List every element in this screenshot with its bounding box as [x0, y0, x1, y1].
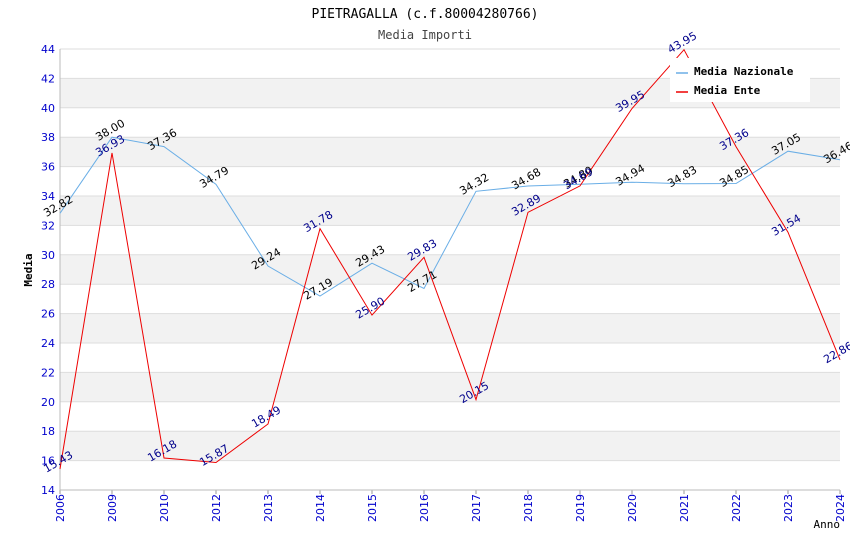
x-tick-label: 2016	[418, 494, 431, 522]
legend-box	[670, 58, 810, 102]
data-label: 34.68	[509, 165, 543, 192]
data-label: 18.49	[249, 403, 283, 430]
y-tick-label: 16	[41, 455, 55, 468]
y-tick-label: 34	[41, 190, 55, 203]
y-tick-label: 38	[41, 131, 55, 144]
x-tick-label: 2018	[522, 494, 535, 522]
plot-bands	[60, 78, 840, 461]
x-tick-label: 2024	[834, 494, 847, 522]
data-label: 15.43	[41, 448, 75, 475]
y-tick-label: 40	[41, 102, 55, 115]
y-tick-label: 20	[41, 396, 55, 409]
x-tick-label: 2013	[262, 494, 275, 522]
x-tick-labels: 2006 2009 2010 2012 2013 2014 2015 2016 2017 2018…	[54, 494, 847, 522]
plot-band	[60, 254, 840, 285]
x-tick-label: 2019	[574, 494, 587, 522]
x-tick-label: 2009	[106, 494, 119, 522]
chart-title: PIETRAGALLA (c.f.80004280766)	[312, 7, 539, 22]
y-tick-label: 18	[41, 425, 55, 438]
data-label: 34.79	[197, 164, 231, 191]
y-tick-label: 22	[41, 366, 55, 379]
x-tick-label: 2022	[730, 494, 743, 522]
y-tick-label: 28	[41, 278, 55, 291]
series-line-media-nazionale	[59, 136, 841, 297]
y-tick-label: 24	[41, 337, 55, 350]
y-tick-label: 32	[41, 219, 55, 232]
x-tick-label: 2021	[678, 494, 691, 522]
x-tick-label: 2010	[158, 494, 171, 522]
plot-band	[60, 196, 840, 226]
x-tick-label: 2023	[782, 494, 795, 522]
y-tick-label: 42	[41, 72, 55, 85]
y-tick-label: 36	[41, 161, 55, 174]
y-tick-label: 14	[41, 484, 55, 497]
x-tick-label: 2006	[54, 494, 67, 522]
legend-label-media-ente: Media Ente	[694, 84, 761, 97]
legend-label-media-nazionale: Media Nazionale	[694, 65, 794, 78]
x-tick-label: 2014	[314, 494, 327, 522]
axes	[59, 49, 841, 494]
chart-subtitle: Media Importi	[378, 28, 472, 42]
y-tick-label: 26	[41, 308, 55, 321]
plot-band	[60, 137, 840, 167]
y-axis-label: Media	[22, 253, 35, 286]
plot-band	[60, 431, 840, 461]
y-tick-labels: 14 16 18 20 22 24 26 28 30 32 34 36 38 40 42 44	[41, 43, 55, 497]
y-tick-label: 30	[41, 249, 55, 262]
legend: Media Nazionale Media Ente	[670, 58, 810, 102]
x-tick-label: 2015	[366, 494, 379, 522]
x-tick-label: 2012	[210, 494, 223, 522]
y-tick-label: 44	[41, 43, 55, 56]
data-label: 34.83	[665, 163, 699, 190]
x-tick-label: 2017	[470, 494, 483, 522]
x-axis-label: Anno	[814, 518, 841, 531]
x-tick-label: 2020	[626, 494, 639, 522]
plot-band	[60, 372, 840, 402]
